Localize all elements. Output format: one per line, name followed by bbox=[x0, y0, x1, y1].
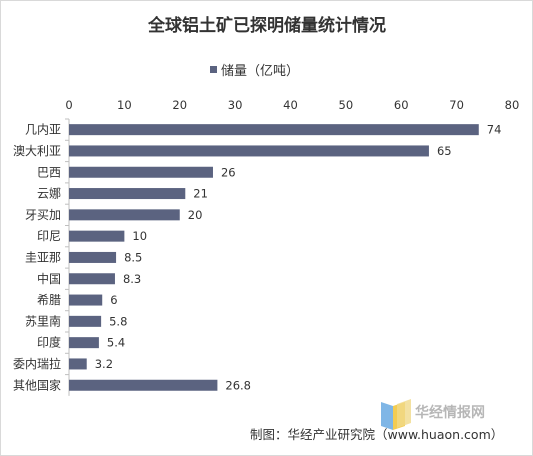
x-tick-label: 30 bbox=[228, 98, 243, 112]
watermark-logo-icon bbox=[381, 399, 411, 430]
data-label: 21 bbox=[193, 187, 208, 201]
x-tick-label: 10 bbox=[117, 98, 132, 112]
category-label: 巴西 bbox=[37, 165, 61, 179]
x-axis: 0 10 20 30 40 50 60 70 80 bbox=[65, 98, 519, 112]
category-label: 委内瑞拉 bbox=[13, 356, 61, 371]
watermark: 华经情报网 bbox=[381, 399, 485, 430]
x-tick-label: 60 bbox=[394, 98, 409, 112]
bar bbox=[69, 315, 102, 327]
category-label: 希腊 bbox=[37, 292, 61, 307]
data-label: 10 bbox=[132, 229, 147, 243]
x-tick-label: 20 bbox=[172, 98, 187, 112]
bars bbox=[69, 124, 479, 391]
bar bbox=[69, 145, 429, 157]
legend-swatch bbox=[210, 66, 217, 73]
bar bbox=[69, 337, 99, 349]
category-label: 圭亚那 bbox=[25, 250, 61, 264]
category-label: 印尼 bbox=[37, 229, 61, 243]
category-label: 印度 bbox=[37, 335, 61, 350]
data-label: 3.2 bbox=[95, 357, 113, 371]
data-label: 5.4 bbox=[107, 336, 125, 350]
data-label: 8.5 bbox=[124, 250, 142, 264]
data-label: 5.8 bbox=[109, 314, 127, 328]
data-label: 6 bbox=[110, 293, 117, 307]
category-label: 几内亚 bbox=[25, 123, 61, 137]
category-label: 澳大利亚 bbox=[13, 144, 61, 158]
bar bbox=[69, 358, 87, 370]
x-tick-label: 40 bbox=[283, 98, 298, 112]
bar bbox=[69, 273, 115, 285]
chart-title: 全球铝土矿已探明储量统计情况 bbox=[147, 15, 386, 36]
legend: 储量（亿吨） bbox=[210, 64, 299, 79]
data-label: 8.3 bbox=[123, 272, 141, 286]
bar bbox=[69, 188, 186, 200]
bar bbox=[69, 124, 479, 136]
data-label: 26 bbox=[221, 165, 236, 179]
bar bbox=[69, 166, 213, 178]
bar bbox=[69, 294, 103, 306]
bar bbox=[69, 379, 218, 391]
bar bbox=[69, 251, 117, 263]
source-credit: 制图：华经产业研究院（www.huaon.com） bbox=[250, 427, 503, 442]
category-label: 云娜 bbox=[37, 187, 61, 201]
legend-label: 储量（亿吨） bbox=[221, 64, 299, 79]
category-label: 中国 bbox=[37, 271, 61, 286]
x-tick-label: 50 bbox=[339, 98, 354, 112]
data-label: 74 bbox=[487, 123, 502, 137]
x-tick-label: 80 bbox=[505, 98, 520, 112]
category-label: 牙买加 bbox=[25, 208, 61, 222]
category-label: 苏里南 bbox=[25, 313, 61, 328]
x-tick-label: 70 bbox=[449, 98, 464, 112]
data-labels: 74 65 26 21 20 10 8.5 8.3 6 5.8 5.4 3.2 26.8 bbox=[95, 123, 502, 393]
data-label: 20 bbox=[188, 208, 203, 222]
data-label: 26.8 bbox=[225, 378, 251, 392]
data-label: 65 bbox=[437, 144, 452, 158]
bar bbox=[69, 209, 180, 221]
watermark-text: 华经情报网 bbox=[415, 404, 485, 421]
x-tick-label: 0 bbox=[65, 98, 72, 112]
bar bbox=[69, 230, 125, 242]
category-label: 其他国家 bbox=[13, 377, 61, 392]
